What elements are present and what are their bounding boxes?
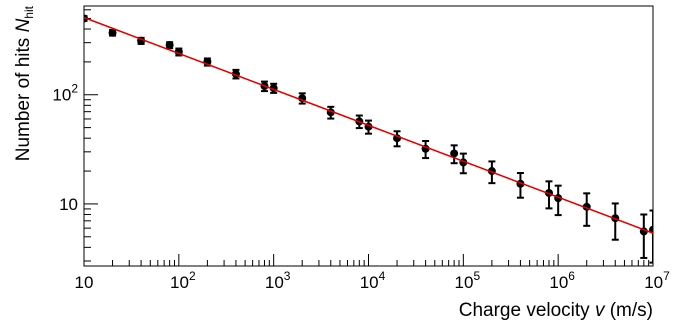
plot-area: [84, 14, 653, 264]
x-tick-label: 106: [549, 269, 575, 292]
y-axis-title: Number of hits Nhit: [13, 5, 36, 161]
x-tick-label: 102: [170, 269, 196, 292]
x-tick-label: 107: [644, 269, 670, 292]
x-tick-label: 105: [455, 269, 481, 292]
x-tick-label: 103: [265, 269, 291, 292]
y-tick-label: 10: [59, 195, 78, 214]
y-tick-label: 102: [52, 82, 78, 105]
data-point: [165, 41, 174, 50]
fit-line: [84, 16, 653, 234]
x-tick-label: 104: [360, 269, 386, 292]
x-axis-title: Charge velocity v (m/s): [459, 300, 653, 321]
x-tick-label: 10: [75, 273, 94, 292]
data-point: [450, 149, 459, 158]
data-point: [108, 28, 117, 37]
